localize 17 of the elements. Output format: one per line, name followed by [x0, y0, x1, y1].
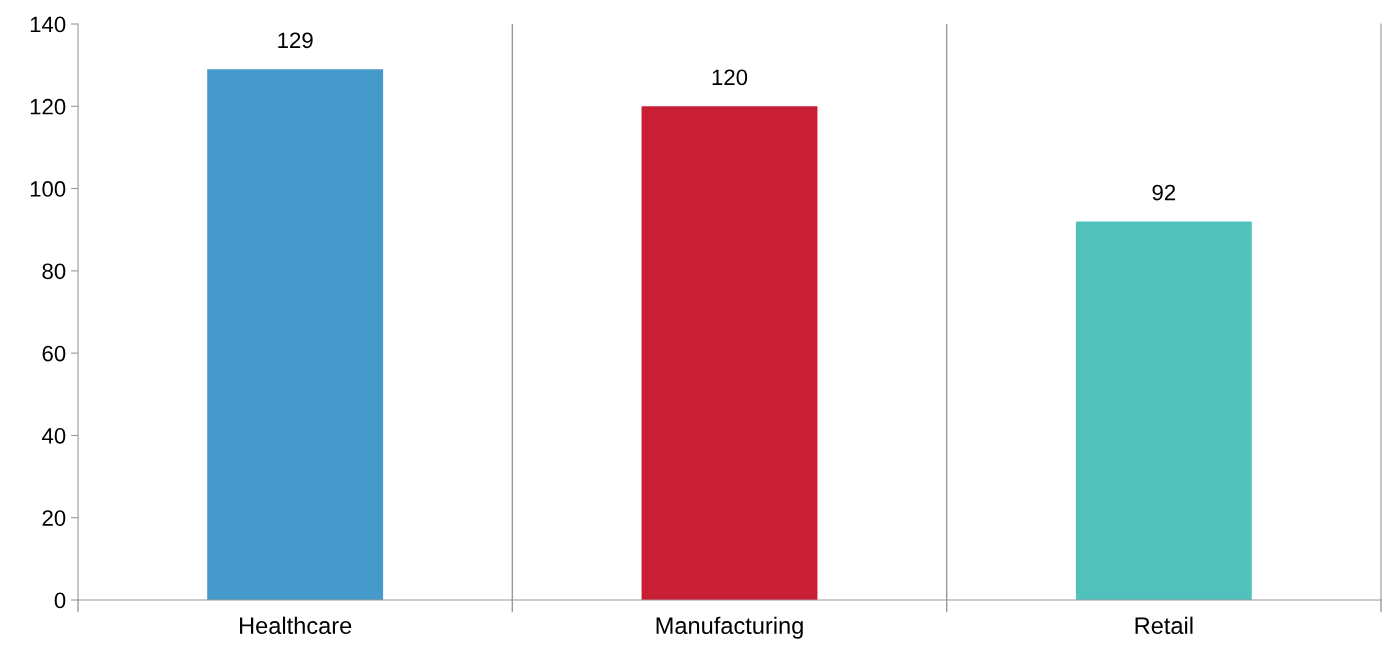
y-tick-label: 0 — [54, 592, 66, 609]
y-tick-label: 40 — [41, 427, 66, 444]
y-tick-label: 80 — [42, 263, 66, 280]
x-tick-label: Retail — [1135, 616, 1193, 635]
data-label: 129 — [278, 32, 313, 49]
x-tick-label: Manufacturing — [656, 616, 803, 639]
y-tick-label: 100 — [30, 181, 66, 197]
y-tick-label: 120 — [30, 98, 66, 115]
data-label: 92 — [1152, 184, 1176, 201]
y-tick-label: 20 — [42, 510, 66, 526]
data-label: 120 — [712, 69, 748, 86]
bar — [641, 106, 818, 600]
bar — [207, 69, 384, 600]
bar — [1075, 221, 1252, 600]
x-tick-label: Healthcare — [240, 616, 352, 635]
y-tick-label: 60 — [42, 345, 66, 362]
y-tick-label: 140 — [30, 16, 66, 33]
